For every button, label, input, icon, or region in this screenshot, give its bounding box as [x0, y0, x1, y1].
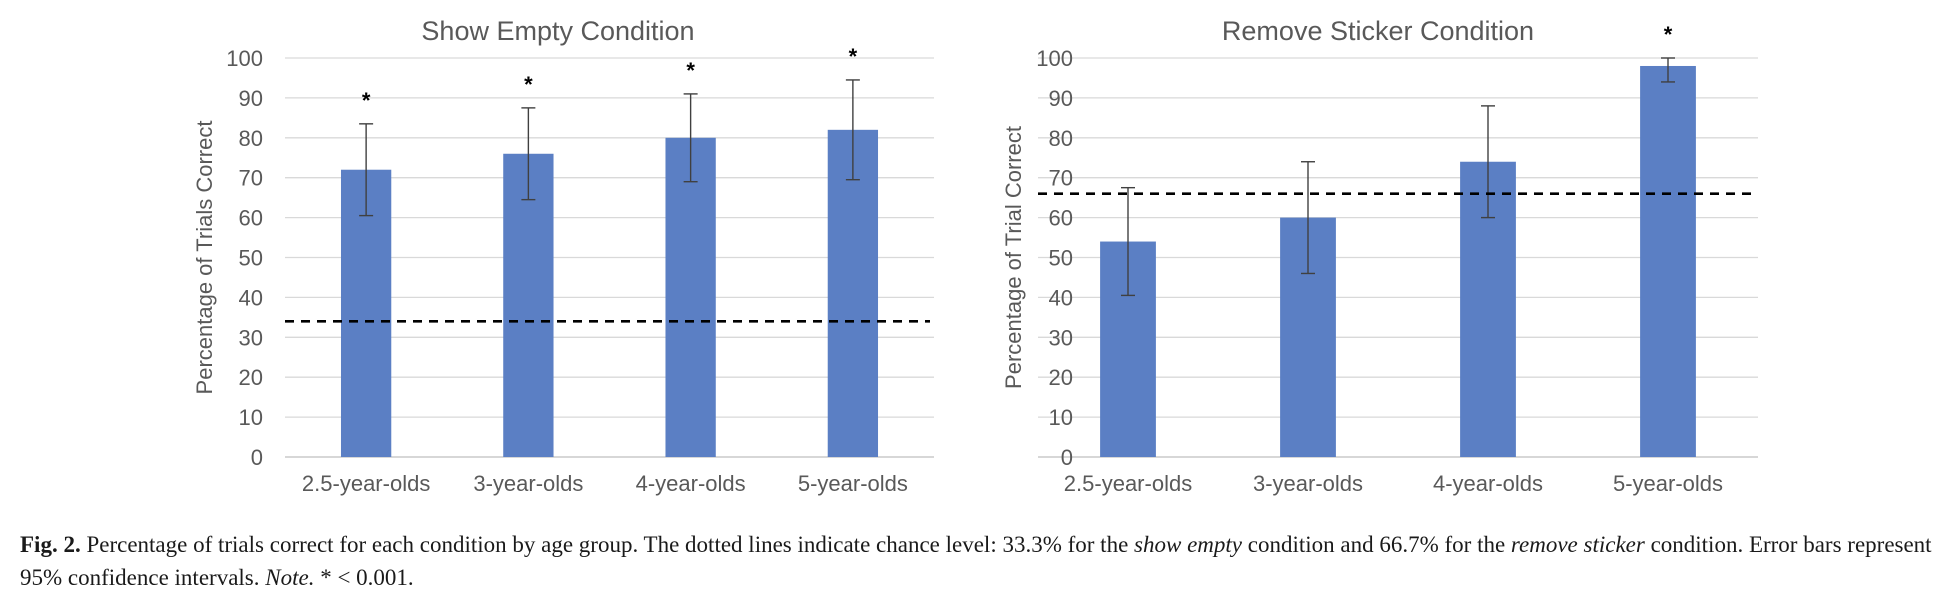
y-tick-label: 80 — [1049, 126, 1073, 151]
significance-marker: * — [849, 44, 858, 69]
y-tick-label: 0 — [251, 445, 263, 470]
y-axis-label: Percentage of Trials Correct — [192, 121, 217, 395]
significance-marker: * — [686, 58, 695, 83]
caption-italic-1: show empty — [1134, 532, 1242, 557]
x-tick-label: 3-year-olds — [473, 471, 583, 496]
y-tick-label: 50 — [1049, 246, 1073, 271]
caption-italic-2: remove sticker — [1510, 532, 1645, 557]
bar-1 — [340, 169, 392, 457]
y-tick-label: 30 — [1049, 325, 1073, 350]
chart-title: Remove Sticker Condition — [1222, 16, 1534, 46]
caption-note: Note. — [265, 565, 315, 590]
y-tick-label: 20 — [1049, 365, 1073, 390]
caption-label: Fig. 2. — [20, 532, 81, 557]
x-tick-label: 2.5-year-olds — [302, 471, 430, 496]
caption-text-2: condition and 66.7% for the — [1242, 532, 1511, 557]
x-tick-label: 5-year-olds — [798, 471, 908, 496]
y-tick-label: 10 — [1049, 405, 1073, 430]
y-tick-label: 100 — [1036, 46, 1073, 71]
y-tick-label: 40 — [1049, 285, 1073, 310]
y-tick-label: 90 — [1049, 86, 1073, 111]
significance-marker: * — [1664, 22, 1673, 47]
y-tick-label: 60 — [1049, 206, 1073, 231]
y-tick-label: 80 — [239, 126, 263, 151]
chart-1: Show Empty Condition 0 10 20 30 40 50 60 70 80 90 1… — [192, 16, 934, 496]
chart-title: Show Empty Condition — [421, 16, 694, 46]
caption-text-4: * < 0.001. — [314, 565, 414, 590]
y-tick-label: 10 — [239, 405, 263, 430]
y-tick-label: 70 — [239, 166, 263, 191]
y-tick-label: 30 — [239, 325, 263, 350]
y-tick-label: 40 — [239, 285, 263, 310]
chart-2: Remove Sticker Condition 0 10 20 30 40 50 60 70 8… — [1001, 16, 1758, 496]
figure: Show Empty Condition 0 10 20 30 40 50 60 70 80 90 1… — [192, 16, 1758, 496]
bar-4 — [827, 129, 879, 457]
significance-marker: * — [524, 72, 533, 97]
y-tick-label: 100 — [226, 46, 263, 71]
x-tick-label: 5-year-olds — [1613, 471, 1723, 496]
bar-2 — [503, 153, 554, 457]
y-tick-label: 0 — [1061, 445, 1073, 470]
caption-text-1: Percentage of trials correct for each co… — [80, 532, 1135, 557]
y-axis-label: Percentage of Trial Correct — [1001, 126, 1026, 389]
caption-text-3: condition. Error bars represent 95% conf… — [20, 532, 1932, 590]
y-tick-label: 60 — [239, 206, 263, 231]
x-tick-label: 2.5-year-olds — [1064, 471, 1192, 496]
y-tick-label: 50 — [239, 246, 263, 271]
x-tick-label: 4-year-olds — [1433, 471, 1543, 496]
x-tick-label: 4-year-olds — [636, 471, 746, 496]
y-tick-label: 70 — [1049, 166, 1073, 191]
figure-caption: Fig. 2. Percentage of trials correct for… — [20, 528, 1932, 594]
y-tick-label: 20 — [239, 365, 263, 390]
bar-4 — [1640, 65, 1696, 457]
significance-marker: * — [362, 88, 371, 113]
bar-3 — [665, 137, 716, 458]
y-tick-label: 90 — [239, 86, 263, 111]
x-tick-label: 3-year-olds — [1253, 471, 1363, 496]
